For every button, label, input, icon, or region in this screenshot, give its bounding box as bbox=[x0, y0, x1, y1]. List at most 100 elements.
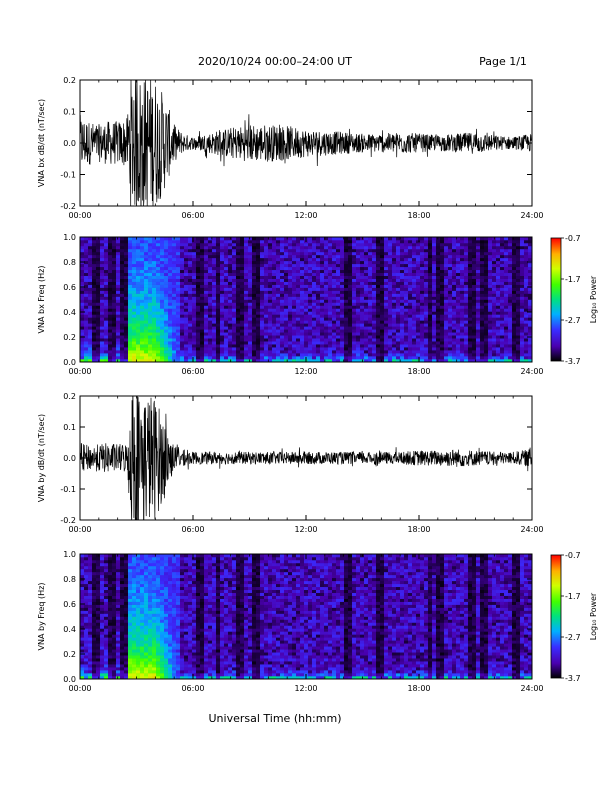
spectrogram-cell bbox=[408, 305, 413, 309]
spectrogram-cell bbox=[336, 263, 341, 268]
spectrogram-cell bbox=[324, 257, 329, 262]
spectrogram-cell bbox=[212, 284, 217, 288]
spectrogram-cell bbox=[288, 314, 293, 318]
spectrogram-cell bbox=[160, 251, 165, 256]
spectrogram-cell bbox=[516, 329, 521, 333]
spectrogram-cell bbox=[96, 296, 101, 300]
spectrogram-cell bbox=[328, 287, 333, 291]
spectrogram-cell bbox=[464, 266, 469, 271]
spectrogram-cell bbox=[480, 320, 485, 324]
spectrogram-cell bbox=[156, 338, 161, 342]
spectrogram-cell bbox=[228, 356, 233, 360]
spectrogram-cell bbox=[272, 350, 277, 354]
spectrogram-cell bbox=[492, 248, 497, 253]
spectrogram-cell bbox=[500, 248, 505, 253]
spectrogram-cell bbox=[100, 254, 105, 259]
spectrogram-cell bbox=[188, 323, 193, 327]
spectrogram-cell bbox=[320, 266, 325, 271]
spectrogram-cell bbox=[212, 245, 217, 250]
spectrogram-cell bbox=[184, 251, 189, 256]
spectrogram-cell bbox=[164, 338, 169, 342]
spectrogram-cell bbox=[128, 245, 133, 250]
spectrogram-cell bbox=[148, 237, 153, 241]
spectrogram-cell bbox=[96, 242, 101, 247]
spectrogram-cell bbox=[476, 323, 481, 327]
spectrogram-cell bbox=[300, 323, 305, 327]
spectrogram-cell bbox=[504, 317, 509, 321]
spectrogram-cell bbox=[212, 296, 217, 300]
spectrogram-cell bbox=[160, 254, 165, 259]
spectrogram-cell bbox=[84, 242, 89, 247]
spectrogram-cell bbox=[260, 254, 265, 259]
spectrogram-cell bbox=[124, 245, 129, 250]
spectrogram-cell bbox=[348, 275, 353, 279]
spectrogram-cell bbox=[268, 302, 273, 306]
spectrogram-cell bbox=[136, 332, 141, 336]
spectrogram-cell bbox=[324, 311, 329, 315]
spectrogram-cell bbox=[352, 284, 357, 288]
spectrogram-cell bbox=[156, 341, 161, 345]
spectrogram-cell bbox=[172, 317, 177, 321]
spectrogram-cell bbox=[308, 305, 313, 309]
spectrogram-cell bbox=[140, 260, 145, 265]
spectrogram-cell bbox=[116, 341, 121, 345]
spectrogram-cell bbox=[356, 305, 361, 309]
spectrogram-cell bbox=[140, 254, 145, 259]
spectrogram-cell bbox=[484, 266, 489, 271]
spectrogram-cell bbox=[208, 335, 213, 339]
spectrogram-cell bbox=[400, 242, 405, 247]
spectrogram-cell bbox=[460, 287, 465, 291]
spectrogram-cell bbox=[104, 320, 109, 324]
spectrogram-cell bbox=[472, 320, 477, 324]
spectrogram-cell bbox=[92, 260, 97, 265]
spectrogram-cell bbox=[92, 320, 97, 324]
spectrogram-cell bbox=[140, 359, 145, 363]
spectrogram-cell bbox=[436, 314, 441, 318]
spectrogram-cell bbox=[380, 296, 385, 300]
spectrogram-cell bbox=[488, 281, 493, 285]
spectrogram-cell bbox=[336, 350, 341, 354]
spectrogram-cell bbox=[184, 356, 189, 360]
spectrogram-cell bbox=[396, 242, 401, 247]
spectrogram-cell bbox=[220, 338, 225, 342]
spectrogram-cell bbox=[376, 272, 381, 276]
spectrogram-cell bbox=[360, 296, 365, 300]
spectrogram-cell bbox=[172, 272, 177, 276]
spectrogram-cell bbox=[524, 284, 529, 288]
spectrogram-cell bbox=[472, 237, 477, 241]
spectrogram-cell bbox=[144, 320, 149, 324]
spectrogram-cell bbox=[160, 296, 165, 300]
spectrogram-cell bbox=[520, 272, 525, 276]
spectrogram-cell bbox=[312, 257, 317, 262]
spectrogram-cell bbox=[440, 323, 445, 327]
spectrogram-cell bbox=[168, 278, 173, 282]
spectrogram-cell bbox=[256, 320, 261, 324]
spectrogram-cell bbox=[124, 338, 129, 342]
spectrogram-cell bbox=[456, 299, 461, 303]
spectrogram-cell bbox=[228, 242, 233, 247]
spectrogram-cell bbox=[456, 278, 461, 282]
spectrogram-cell bbox=[88, 284, 93, 288]
spectrogram-cell bbox=[180, 329, 185, 333]
spectrogram-cell bbox=[272, 263, 277, 268]
spectrogram-cell bbox=[184, 347, 189, 351]
spectrogram-cell bbox=[328, 260, 333, 265]
spectrogram-cell bbox=[88, 338, 93, 342]
spectrogram-cell bbox=[148, 314, 153, 318]
spectrogram-cell bbox=[500, 260, 505, 265]
spectrogram-cell bbox=[512, 275, 517, 279]
spectrogram-cell bbox=[440, 257, 445, 262]
spectrogram-cell bbox=[356, 344, 361, 348]
spectrogram-cell bbox=[112, 290, 117, 294]
spectrogram-cell bbox=[240, 290, 245, 294]
spectrogram-cell bbox=[168, 323, 173, 327]
spectrogram-cell bbox=[488, 347, 493, 351]
spectrogram-cell bbox=[500, 293, 505, 297]
spectrogram-cell bbox=[276, 332, 281, 336]
spectrogram-cell bbox=[500, 308, 505, 312]
spectrogram-cell bbox=[476, 290, 481, 294]
spectrogram-cell bbox=[80, 239, 85, 244]
spectrogram-cell bbox=[356, 359, 361, 363]
spectrogram-cell bbox=[512, 257, 517, 262]
spectrogram-cell bbox=[408, 338, 413, 342]
